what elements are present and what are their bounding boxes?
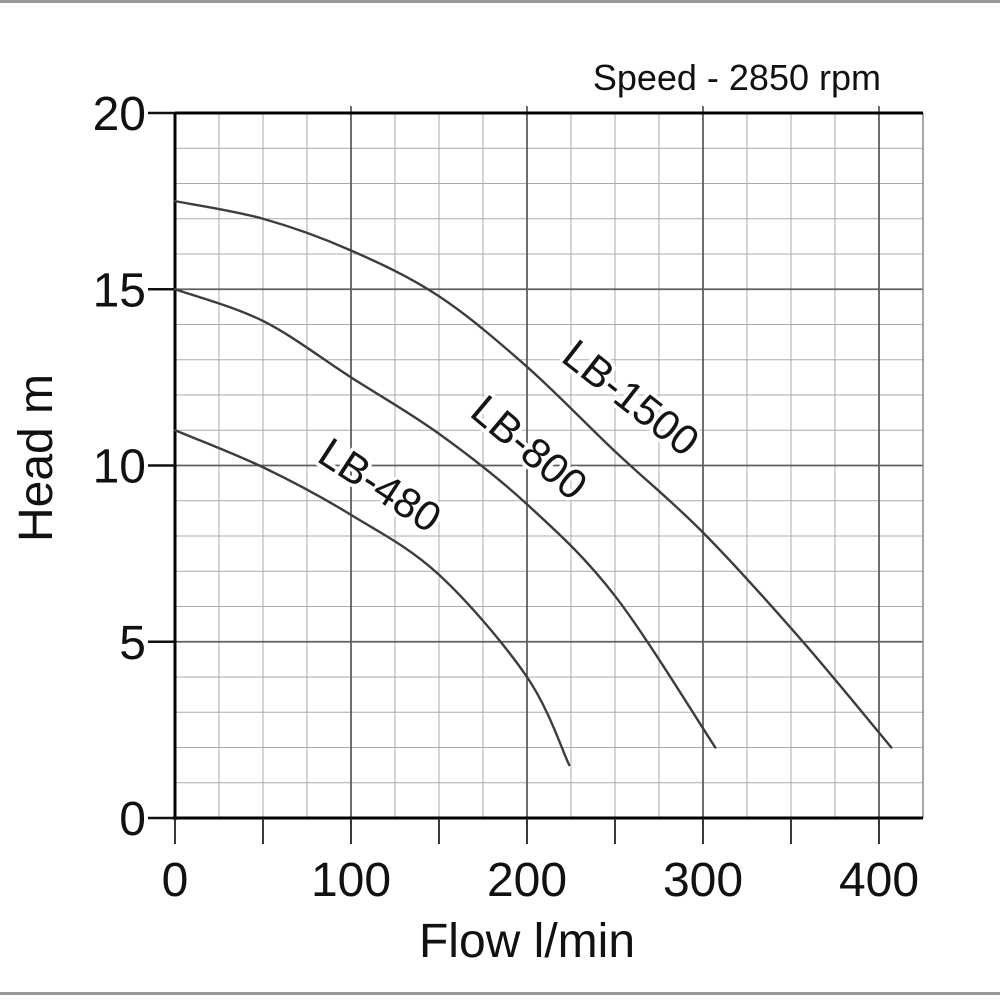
x-tick-label-300: 300 bbox=[663, 854, 743, 907]
x-tick-label-400: 400 bbox=[839, 854, 919, 907]
speed-annotation: Speed - 2850 rpm bbox=[593, 57, 881, 98]
y-tick-label-5: 5 bbox=[119, 617, 146, 670]
y-axis-title: Head m bbox=[10, 374, 63, 542]
curve-label-lb-800: LB-800 bbox=[462, 386, 596, 509]
pump-curves bbox=[173, 199, 893, 767]
y-tick-label-20: 20 bbox=[93, 88, 146, 141]
x-tick-label-0: 0 bbox=[162, 854, 189, 907]
curve-lb-1500 bbox=[173, 199, 893, 749]
page-bottom-border bbox=[0, 992, 1000, 995]
y-tick-label-10: 10 bbox=[93, 441, 146, 494]
curve-label-lb-480: LB-480 bbox=[310, 428, 449, 541]
x-axis-title: Flow l/min bbox=[419, 915, 635, 968]
y-tick-label-0: 0 bbox=[119, 793, 146, 846]
curve-lb-480 bbox=[173, 429, 571, 767]
major-grid-lines bbox=[175, 106, 923, 818]
minor-grid-lines bbox=[175, 113, 923, 818]
curve-lb-800 bbox=[173, 288, 717, 749]
axis-tick-labels: 0 100 200 300 400 0 5 10 15 20 bbox=[93, 88, 919, 907]
x-tick-label-100: 100 bbox=[311, 854, 391, 907]
axis-tick-marks bbox=[148, 111, 880, 844]
curve-label-lb-1500: LB-1500 bbox=[554, 330, 708, 465]
y-tick-label-15: 15 bbox=[93, 264, 146, 317]
page-top-border bbox=[0, 0, 1000, 3]
x-tick-label-200: 200 bbox=[487, 854, 567, 907]
